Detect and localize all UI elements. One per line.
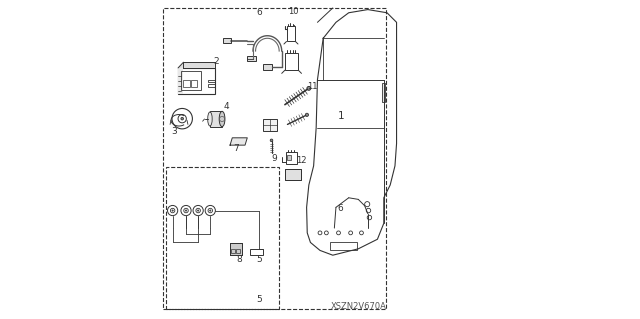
Text: 11: 11 (307, 82, 317, 91)
Bar (330, 242, 356, 250)
Text: 10: 10 (289, 7, 299, 16)
Text: 6: 6 (257, 8, 262, 17)
Bar (250, 249, 263, 255)
Circle shape (172, 210, 173, 211)
Text: 9: 9 (272, 154, 278, 163)
Circle shape (270, 139, 273, 142)
Text: 8: 8 (237, 255, 243, 263)
Bar (230, 243, 242, 255)
Polygon shape (230, 138, 247, 145)
Polygon shape (178, 68, 184, 94)
Text: 12: 12 (296, 156, 307, 165)
Bar (382, 83, 385, 102)
Ellipse shape (219, 111, 225, 127)
Bar (246, 56, 255, 61)
Bar (209, 84, 215, 87)
Polygon shape (178, 62, 215, 68)
Bar (263, 64, 272, 70)
Bar (236, 249, 239, 253)
Circle shape (181, 117, 184, 120)
Bar (183, 80, 190, 87)
Circle shape (307, 86, 311, 90)
Bar (210, 111, 222, 127)
Bar (285, 169, 301, 180)
Text: 2: 2 (214, 57, 219, 66)
Text: 3: 3 (172, 127, 177, 136)
Bar (286, 152, 298, 164)
Text: XSZN2V670A: XSZN2V670A (330, 302, 386, 311)
Bar (163, 8, 387, 309)
Circle shape (198, 210, 199, 211)
Circle shape (305, 113, 308, 116)
Bar (231, 249, 235, 253)
Bar (262, 119, 277, 131)
Bar (230, 243, 242, 255)
Bar (287, 155, 291, 160)
Text: 1: 1 (338, 111, 345, 122)
Circle shape (186, 210, 187, 211)
Bar (209, 80, 215, 82)
Ellipse shape (208, 112, 212, 126)
Text: 5: 5 (257, 295, 262, 304)
Bar (178, 68, 215, 94)
Text: 5: 5 (257, 256, 262, 264)
Text: 6: 6 (338, 204, 344, 213)
Text: 4: 4 (223, 102, 228, 111)
Bar (191, 80, 197, 87)
Bar (223, 38, 231, 43)
Bar (285, 169, 301, 180)
Bar (180, 71, 202, 90)
Bar (287, 26, 296, 41)
Bar (166, 167, 280, 309)
Text: 7: 7 (233, 144, 239, 153)
Circle shape (210, 210, 211, 211)
Bar (285, 53, 298, 70)
